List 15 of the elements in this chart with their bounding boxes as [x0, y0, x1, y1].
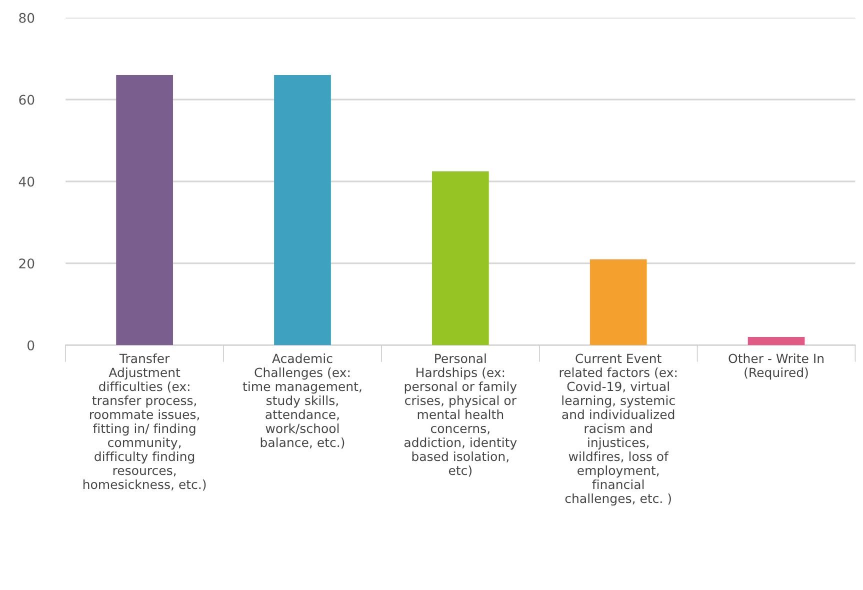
category-label: Personal Hardships (ex: personal or family crises, physical or mental health concerns, addiction, identity based isolation, etc)	[404, 353, 517, 477]
bar	[274, 75, 331, 346]
x-tick-label: Academic Challenges (ex: time management, study skills, attendance, work/school balance, etc.)	[242, 353, 362, 449]
y-tick-label: 80	[19, 12, 34, 23]
bar	[748, 336, 805, 346]
bar	[116, 75, 173, 346]
y-tick-label: 60	[19, 94, 34, 105]
category-label: Transfer Adjustment difficulties (ex: transfer process, roommate issues, fitting in/ finding community, difficulty finding resources, homesickness, etc.)	[83, 353, 206, 491]
x-tick-label: Other - Write In (Required)	[728, 353, 824, 380]
y-tick-label: 20	[19, 258, 34, 268]
bar	[432, 171, 489, 346]
y-tick-label: 40	[18, 176, 34, 187]
bar	[590, 259, 647, 346]
y-tick-label: 0	[28, 340, 34, 350]
category-label: Current Event related factors (ex: Covid-19, virtual learning, systemic and individualized racism and injustices, wildfires, loss of employment, financial challenges, etc. )	[560, 354, 676, 506]
